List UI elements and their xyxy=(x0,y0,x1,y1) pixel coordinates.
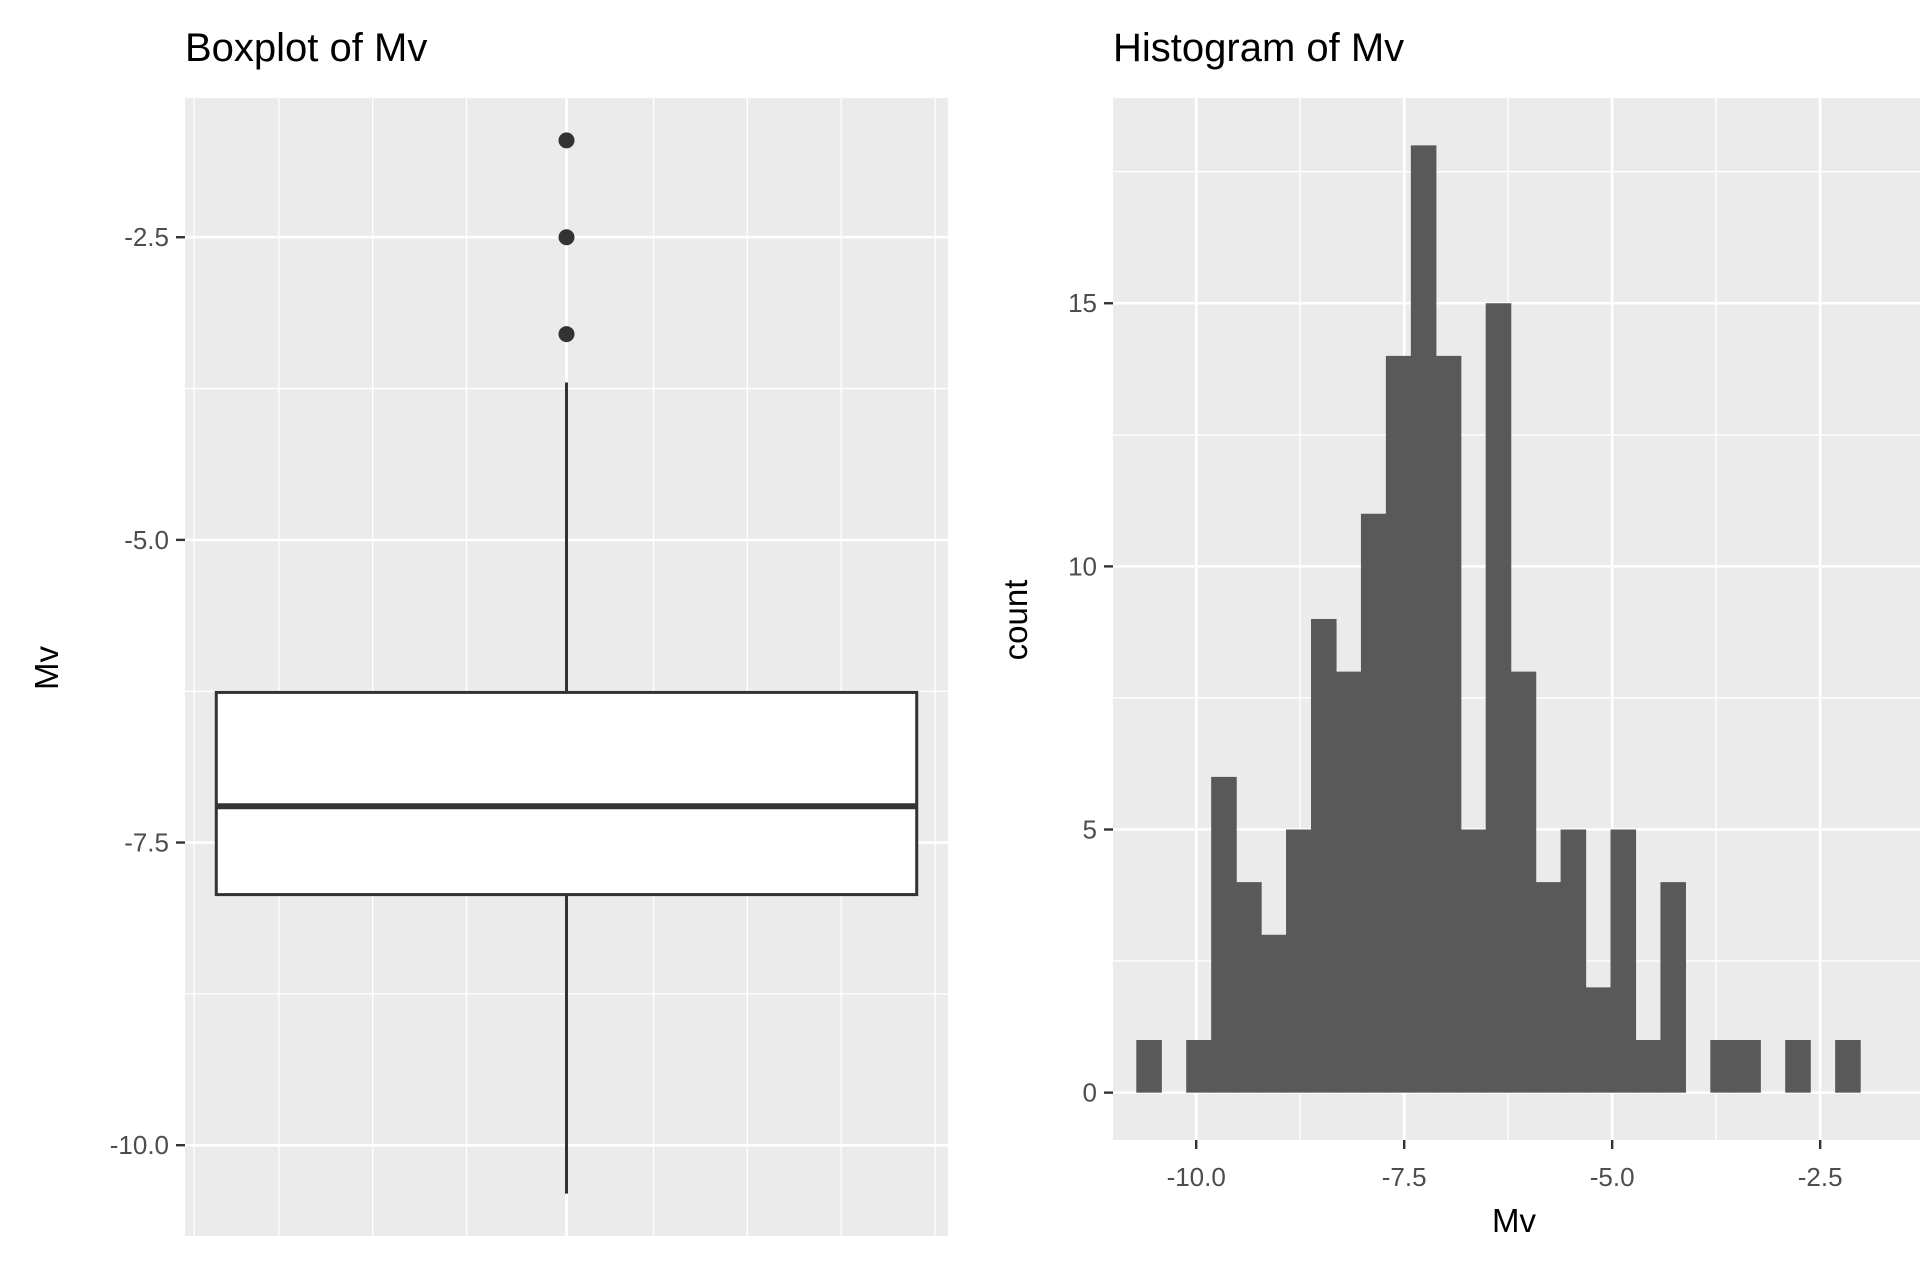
histogram-bar xyxy=(1136,1040,1162,1093)
histogram-bar xyxy=(1535,882,1562,1093)
boxplot-box xyxy=(214,690,919,897)
histogram-bar xyxy=(1211,776,1237,1093)
boxplot-y-tick-label: -5.0 xyxy=(124,525,169,555)
boxplot-y-axis-title: Mv xyxy=(28,646,65,690)
boxplot-gridlines xyxy=(185,98,948,1236)
boxplot-outlier-point xyxy=(558,229,575,246)
histogram-bar xyxy=(1286,829,1312,1093)
histogram-bars xyxy=(1136,145,1861,1093)
histogram-bar xyxy=(1785,1040,1811,1093)
boxplot-outlier-point xyxy=(558,326,575,343)
histogram-bar xyxy=(1236,882,1262,1093)
boxplot-chart: Boxplot of Mv -10.0 -7.5 -5.0 -2.5 Mv xyxy=(28,26,948,1236)
histogram-bar xyxy=(1410,145,1437,1093)
boxplot-y-tick-label: -10.0 xyxy=(110,1130,169,1160)
boxplot-y-ticks: -10.0 -7.5 -5.0 -2.5 xyxy=(110,222,185,1160)
histogram-y-tick-label: 5 xyxy=(1083,815,1097,845)
histogram-y-tick-label: 0 xyxy=(1083,1078,1097,1108)
histogram-bar xyxy=(1460,829,1487,1093)
histogram-bar xyxy=(1835,1040,1861,1093)
histogram-bar xyxy=(1485,303,1512,1093)
boxplot-marks xyxy=(214,132,919,1194)
histogram-x-tick-label: -5.0 xyxy=(1590,1162,1635,1192)
histogram-y-tick-label: 15 xyxy=(1068,288,1097,318)
histogram-bar xyxy=(1510,671,1537,1093)
histogram-y-ticks: 0 5 10 15 xyxy=(1068,288,1113,1108)
histogram-y-tick-label: 10 xyxy=(1068,551,1097,581)
histogram-bar xyxy=(1360,513,1387,1093)
histogram-bar xyxy=(1385,355,1412,1093)
histogram-bar xyxy=(1311,619,1337,1093)
histogram-bar xyxy=(1585,987,1612,1093)
histogram-bar xyxy=(1435,355,1462,1093)
boxplot-title: Boxplot of Mv xyxy=(185,26,427,70)
histogram-bar xyxy=(1610,829,1637,1093)
histogram-x-ticks: -10.0 -7.5 -5.0 -2.5 xyxy=(1167,1140,1843,1192)
histogram-x-axis-title: Mv xyxy=(1492,1202,1536,1239)
histogram-y-axis-title: count xyxy=(997,580,1034,661)
histogram-bar xyxy=(1261,934,1287,1093)
boxplot-y-tick-label: -2.5 xyxy=(124,222,169,252)
histogram-chart: Histogram of Mv 0 5 10 15 -10.0 -7.5 -5.0 -2.5… xyxy=(997,26,1925,1239)
histogram-bar xyxy=(1335,671,1362,1093)
histogram-bar xyxy=(1735,1040,1761,1093)
histogram-x-tick-label: -2.5 xyxy=(1798,1162,1843,1192)
boxplot-y-tick-label: -7.5 xyxy=(124,828,169,858)
histogram-x-tick-label: -10.0 xyxy=(1167,1162,1226,1192)
histogram-x-tick-label: -7.5 xyxy=(1382,1162,1427,1192)
histogram-bar xyxy=(1660,882,1686,1093)
histogram-bar xyxy=(1635,1040,1662,1093)
histogram-title: Histogram of Mv xyxy=(1113,26,1404,70)
histogram-bar xyxy=(1560,829,1587,1093)
histogram-bar xyxy=(1710,1040,1736,1093)
boxplot-outlier-point xyxy=(558,132,575,149)
histogram-bar xyxy=(1186,1040,1212,1093)
